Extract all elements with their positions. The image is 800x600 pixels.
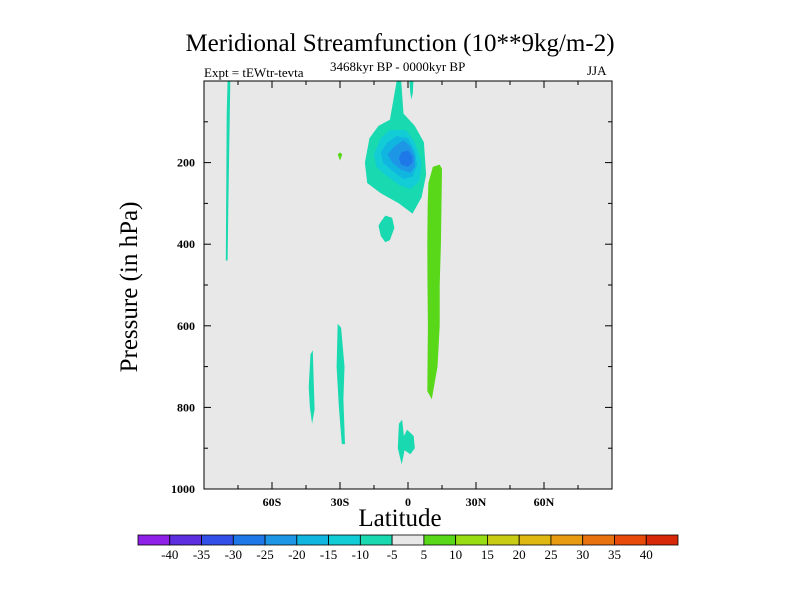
contour-region-3-level--5 bbox=[378, 215, 395, 243]
x-tick-label: 60N bbox=[534, 495, 555, 509]
colorbar-label: -15 bbox=[320, 547, 337, 562]
y-tick-label: 1000 bbox=[171, 482, 195, 496]
colorbar-box bbox=[391, 534, 425, 546]
contour-region-4-level--5 bbox=[308, 350, 315, 424]
x-axis-label: Latitude bbox=[358, 505, 442, 532]
colorbar-box bbox=[550, 534, 584, 546]
chart-title: Meridional Streamfunction (10**9kg/m-2) bbox=[185, 30, 615, 57]
x-tick-label: 60S bbox=[263, 495, 282, 509]
colorbar-label: 20 bbox=[513, 547, 526, 562]
colorbar-label: 35 bbox=[608, 547, 621, 562]
y-tick-label: 200 bbox=[177, 156, 195, 170]
colorbar-box bbox=[328, 534, 361, 546]
colorbar-label: -35 bbox=[193, 547, 210, 562]
contour-region-2-level--5 bbox=[409, 81, 414, 100]
colorbar-box bbox=[201, 534, 234, 546]
colorbar-box bbox=[423, 534, 457, 546]
contour-region-5-level--5 bbox=[336, 323, 345, 445]
colorbar-box bbox=[455, 534, 488, 546]
colorbar-label: -20 bbox=[288, 547, 305, 562]
x-tick-label: 0 bbox=[405, 495, 411, 509]
colorbar-label: -5 bbox=[387, 547, 398, 562]
contour-region-12-level-5 bbox=[337, 152, 343, 161]
colorbar-label: 15 bbox=[481, 547, 494, 562]
colorbar-label: -40 bbox=[161, 547, 178, 562]
contour-region-6-level--5 bbox=[397, 419, 415, 465]
colorbar-label: -30 bbox=[225, 547, 242, 562]
y-tick-label: 400 bbox=[177, 237, 195, 251]
colorbar-box bbox=[232, 534, 266, 546]
colorbar-box bbox=[487, 534, 520, 546]
colorbar-box bbox=[582, 534, 615, 546]
colorbar-box bbox=[614, 534, 647, 546]
y-tick-label: 800 bbox=[177, 400, 195, 414]
colorbar-label: -25 bbox=[256, 547, 273, 562]
contour-group bbox=[225, 81, 442, 465]
colorbar-box bbox=[296, 534, 329, 546]
y-tick-label: 600 bbox=[177, 319, 195, 333]
contour-region-0-level--5 bbox=[225, 81, 231, 261]
season-label: JJA bbox=[587, 63, 607, 78]
colorbar-box bbox=[359, 534, 393, 546]
colorbar-box bbox=[264, 534, 298, 546]
chart-subtitle: 3468kyr BP - 0000kyr BP bbox=[330, 59, 466, 74]
experiment-label: Expt = tEWtr-tevta bbox=[204, 65, 304, 80]
colorbar-label: 5 bbox=[421, 547, 428, 562]
colorbar-box bbox=[645, 534, 679, 546]
colorbar-box bbox=[137, 534, 171, 546]
contour-region-11-level-5 bbox=[427, 164, 442, 400]
x-tick-label: 30N bbox=[466, 495, 487, 509]
colorbar-label: 30 bbox=[576, 547, 589, 562]
contour-region-10-level--25 bbox=[398, 150, 413, 167]
colorbar-label: 40 bbox=[640, 547, 653, 562]
colorbar-label: 10 bbox=[449, 547, 462, 562]
colorbar-label: -10 bbox=[352, 547, 369, 562]
x-tick-label: 30S bbox=[331, 495, 350, 509]
colorbar-label: 25 bbox=[544, 547, 557, 562]
colorbar-box bbox=[518, 534, 552, 546]
colorbar-box bbox=[169, 534, 202, 546]
